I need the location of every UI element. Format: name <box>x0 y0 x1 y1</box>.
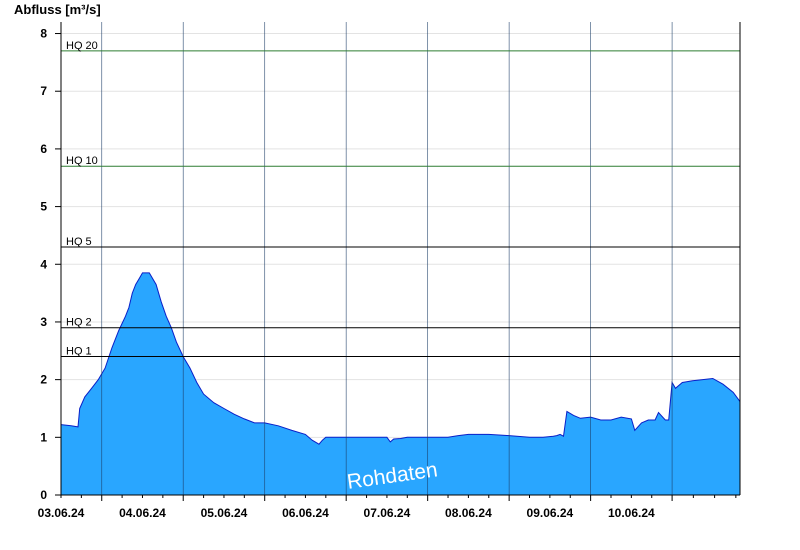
y-tick-label: 5 <box>40 200 47 214</box>
x-tick-label: 10.06.24 <box>608 506 655 520</box>
x-tick-label: 06.06.24 <box>282 506 329 520</box>
y-tick-label: 2 <box>40 373 47 387</box>
x-tick-label: 07.06.24 <box>364 506 411 520</box>
axes <box>55 22 741 501</box>
y-tick-label: 7 <box>40 84 47 98</box>
hq-label: HQ 5 <box>66 236 92 248</box>
x-tick-label: 05.06.24 <box>201 506 248 520</box>
hq-threshold-lines: HQ 1 HQ 2 HQ 5 HQ 10 HQ 20 <box>61 40 740 358</box>
axis-labels: 0 1 2 3 4 5 6 7 8 03.06.24 04.06.24 05.06.24 06.06.2… <box>38 27 655 520</box>
hq-label: HQ 2 <box>66 317 92 329</box>
x-tick-label: 09.06.24 <box>527 506 574 520</box>
x-tick-label: 08.06.24 <box>445 506 492 520</box>
discharge-line <box>60 272 741 445</box>
y-tick-label: 8 <box>40 27 47 41</box>
hq-label: HQ 1 <box>66 346 92 358</box>
data-area <box>60 272 741 495</box>
y-tick-label: 6 <box>40 142 47 156</box>
y-tick-label: 1 <box>40 430 47 444</box>
y-tick-label: 4 <box>40 257 47 271</box>
x-tick-label: 03.06.24 <box>38 506 85 520</box>
day-separators <box>101 22 673 495</box>
hq-label: HQ 10 <box>66 155 98 167</box>
y-tick-label: 3 <box>40 315 47 329</box>
x-tick-label: 04.06.24 <box>119 506 166 520</box>
y-tick-label: 0 <box>40 488 47 502</box>
discharge-area <box>61 272 740 495</box>
hq-label: HQ 20 <box>66 40 98 52</box>
y-axis-title: Abfluss [m³/s] <box>14 2 101 17</box>
